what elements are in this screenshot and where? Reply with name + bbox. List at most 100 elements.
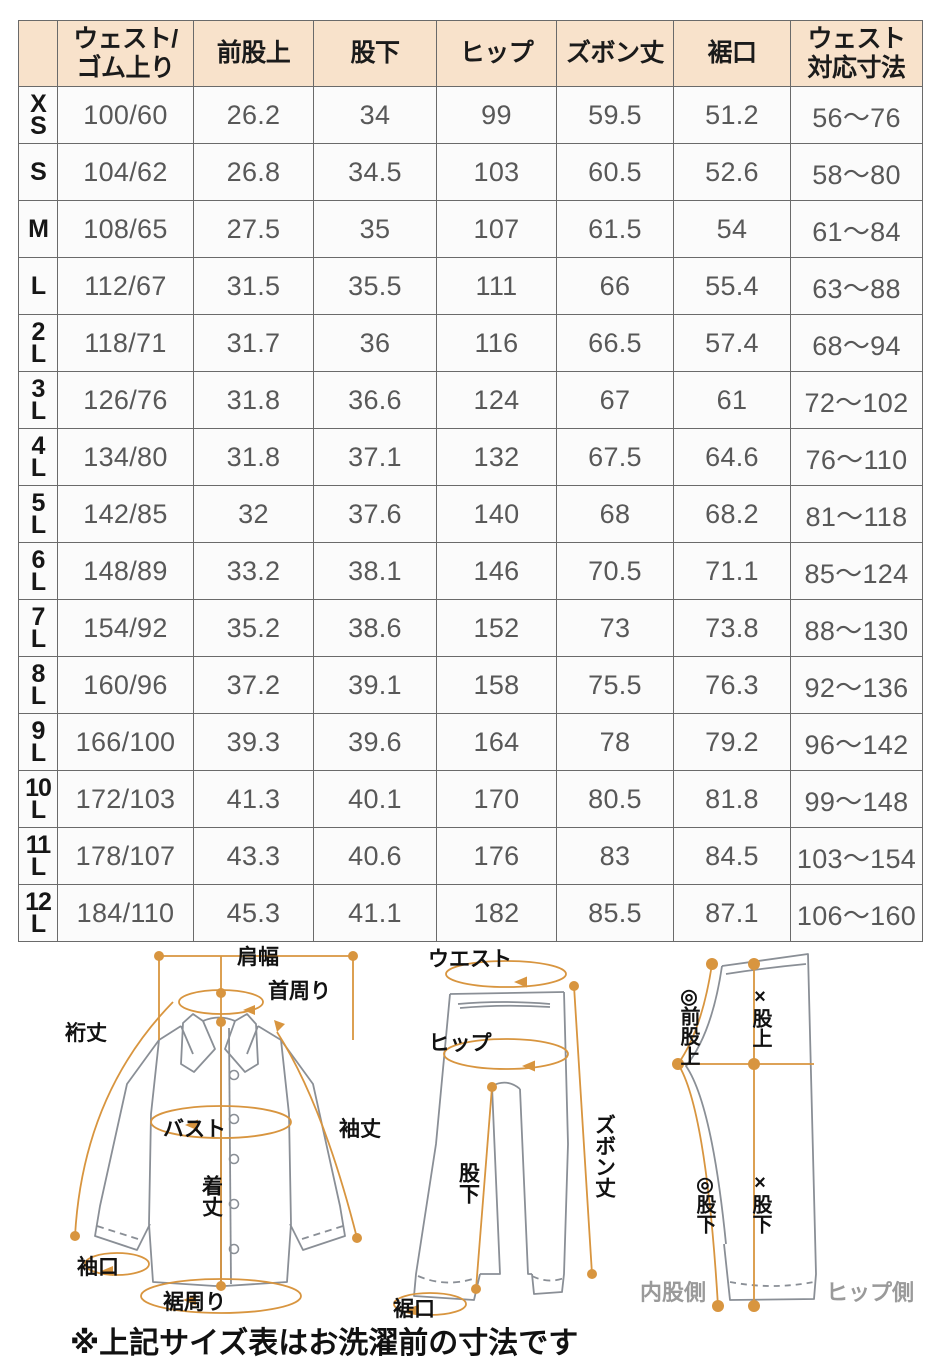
- pants-label-hem-opening: 裾口: [393, 1297, 435, 1319]
- size-label-part: 12: [25, 887, 52, 916]
- rise-label-inner-thigh-side: 内股側: [640, 1280, 706, 1305]
- table-cell-hem-opening: 79.2: [673, 713, 791, 771]
- table-row: 3 L 126/76 31.8 36.6 124 67 61 72〜102: [18, 371, 923, 429]
- table-cell-inseam: 41.1: [313, 884, 437, 942]
- table-cell-waist-fit: 72〜102: [790, 371, 923, 429]
- table-cell-front-rise: 31.8: [193, 371, 314, 429]
- table-cell-hip: 182: [436, 884, 557, 942]
- table-cell-front-rise: 26.2: [193, 86, 314, 144]
- header-line: 対応寸法: [807, 53, 906, 82]
- table-cell-pants-length: 66.5: [556, 314, 674, 372]
- size-label-part: 2: [31, 317, 46, 346]
- table-row: 8 L 160/96 37.2 39.1 158 75.5 76.3 92〜136: [18, 656, 923, 714]
- table-cell-hem-opening: 87.1: [673, 884, 791, 942]
- rise-label-inseam-cross-mark: ×: [749, 1172, 771, 1194]
- size-label: M: [19, 214, 57, 243]
- table-cell-hem-opening: 73.8: [673, 599, 791, 657]
- header-cell-size: [18, 20, 58, 87]
- table-cell-pants-length: 83: [556, 827, 674, 885]
- table-cell-front-rise: 31.5: [193, 257, 314, 315]
- table-cell-waist-gum: 118/71: [57, 314, 194, 372]
- table-cell-pants-length: 73: [556, 599, 674, 657]
- size-label-part: X: [30, 89, 47, 118]
- table-cell-hip: 158: [436, 656, 557, 714]
- measurement-diagrams: 肩幅 首周り 裄丈 バスト 袖丈 着丈 袖口 裾周り: [0, 944, 940, 1324]
- jacket-measure-dots: [70, 951, 362, 1291]
- rise-measure-dots: [672, 958, 760, 1312]
- table-cell-hem-opening: 84.5: [673, 827, 791, 885]
- table-cell-waist-fit: 76〜110: [790, 428, 923, 486]
- table-cell-hip: 111: [436, 257, 557, 315]
- table-cell-front-rise: 35.2: [193, 599, 314, 657]
- size-label-part: M: [28, 214, 49, 243]
- table-row: 11 L 178/107 43.3 40.6 176 83 84.5 103〜154: [18, 827, 923, 885]
- table-cell-hem-opening: 76.3: [673, 656, 791, 714]
- pants-arrowheads: [406, 976, 535, 1316]
- size-label: S: [19, 157, 57, 186]
- header-cell-hip: ヒップ: [436, 20, 557, 87]
- table-cell-front-rise: 33.2: [193, 542, 314, 600]
- table-cell-hip: 176: [436, 827, 557, 885]
- table-cell-waist-gum: 178/107: [57, 827, 194, 885]
- header-cell-waist-gum: ウェスト/ ゴム上り: [57, 20, 194, 87]
- table-cell-waist-gum: 154/92: [57, 599, 194, 657]
- table-row: S 104/62 26.8 34.5 103 60.5 52.6 58〜80: [18, 143, 923, 201]
- size-label-part: 8: [31, 659, 46, 688]
- table-cell-waist-gum: 126/76: [57, 371, 194, 429]
- jacket-label-bust: バスト: [163, 1118, 226, 1141]
- size-label-part: L: [30, 910, 46, 938]
- table-cell-hip: 132: [436, 428, 557, 486]
- table-cell-waist-gum: 148/89: [57, 542, 194, 600]
- table-cell-hem-opening: 52.6: [673, 143, 791, 201]
- table-row: 2 L 118/71 31.7 36 116 66.5 57.4 68〜94: [18, 314, 923, 372]
- table-cell-waist-fit: 99〜148: [790, 770, 923, 828]
- table-cell-hip: 99: [436, 86, 557, 144]
- table-cell-waist-fit: 92〜136: [790, 656, 923, 714]
- table-cell-pants-length: 67: [556, 371, 674, 429]
- table-cell-inseam: 34: [313, 86, 437, 144]
- jacket-label-sleeve-length: 袖丈: [339, 1117, 381, 1141]
- size-label-part: L: [30, 796, 46, 824]
- header-line: 股下: [350, 39, 400, 68]
- table-cell-hem-opening: 61: [673, 371, 791, 429]
- header-line: 裾口: [707, 39, 757, 68]
- table-cell-waist-fit: 58〜80: [790, 143, 923, 201]
- header-line: ズボン丈: [565, 39, 665, 68]
- size-label-part: L: [30, 739, 46, 767]
- size-label-part: 10: [25, 773, 52, 802]
- size-label-cell: 11 L: [18, 827, 58, 885]
- table-cell-front-rise: 39.3: [193, 713, 314, 771]
- table-cell-pants-length: 59.5: [556, 86, 674, 144]
- table-cell-hem-opening: 71.1: [673, 542, 791, 600]
- table-cell-hem-opening: 64.6: [673, 428, 791, 486]
- table-cell-pants-length: 78: [556, 713, 674, 771]
- table-cell-inseam: 37.6: [313, 485, 437, 543]
- table-cell-inseam: 38.1: [313, 542, 437, 600]
- pants-label-waist: ウエスト: [428, 948, 512, 971]
- table-cell-waist-fit: 61〜84: [790, 200, 923, 258]
- table-cell-pants-length: 61.5: [556, 200, 674, 258]
- rise-label-rise-mark: ×: [749, 986, 771, 1008]
- size-label-part: S: [30, 157, 47, 186]
- pants-label-inseam: 股下: [457, 1162, 481, 1204]
- size-table-container: ウェスト/ ゴム上り 前股上 股下 ヒップ ズボン丈: [18, 20, 923, 942]
- size-label: L: [19, 273, 57, 299]
- header-line: 前股上: [216, 39, 291, 68]
- table-cell-inseam: 40.6: [313, 827, 437, 885]
- jacket-buttons: [228, 1069, 240, 1255]
- table-row: M 108/65 27.5 35 107 61.5 54 61〜84: [18, 200, 923, 258]
- table-cell-pants-length: 68: [556, 485, 674, 543]
- header-cell-hem-opening: 裾口: [673, 20, 791, 87]
- table-cell-waist-fit: 103〜154: [790, 827, 923, 885]
- table-cell-waist-gum: 172/103: [57, 770, 194, 828]
- table-cell-inseam: 38.6: [313, 599, 437, 657]
- jacket-measure-lines: [74, 955, 358, 1314]
- table-row: 7 L 154/92 35.2 38.6 152 73 73.8 88〜130: [18, 599, 923, 657]
